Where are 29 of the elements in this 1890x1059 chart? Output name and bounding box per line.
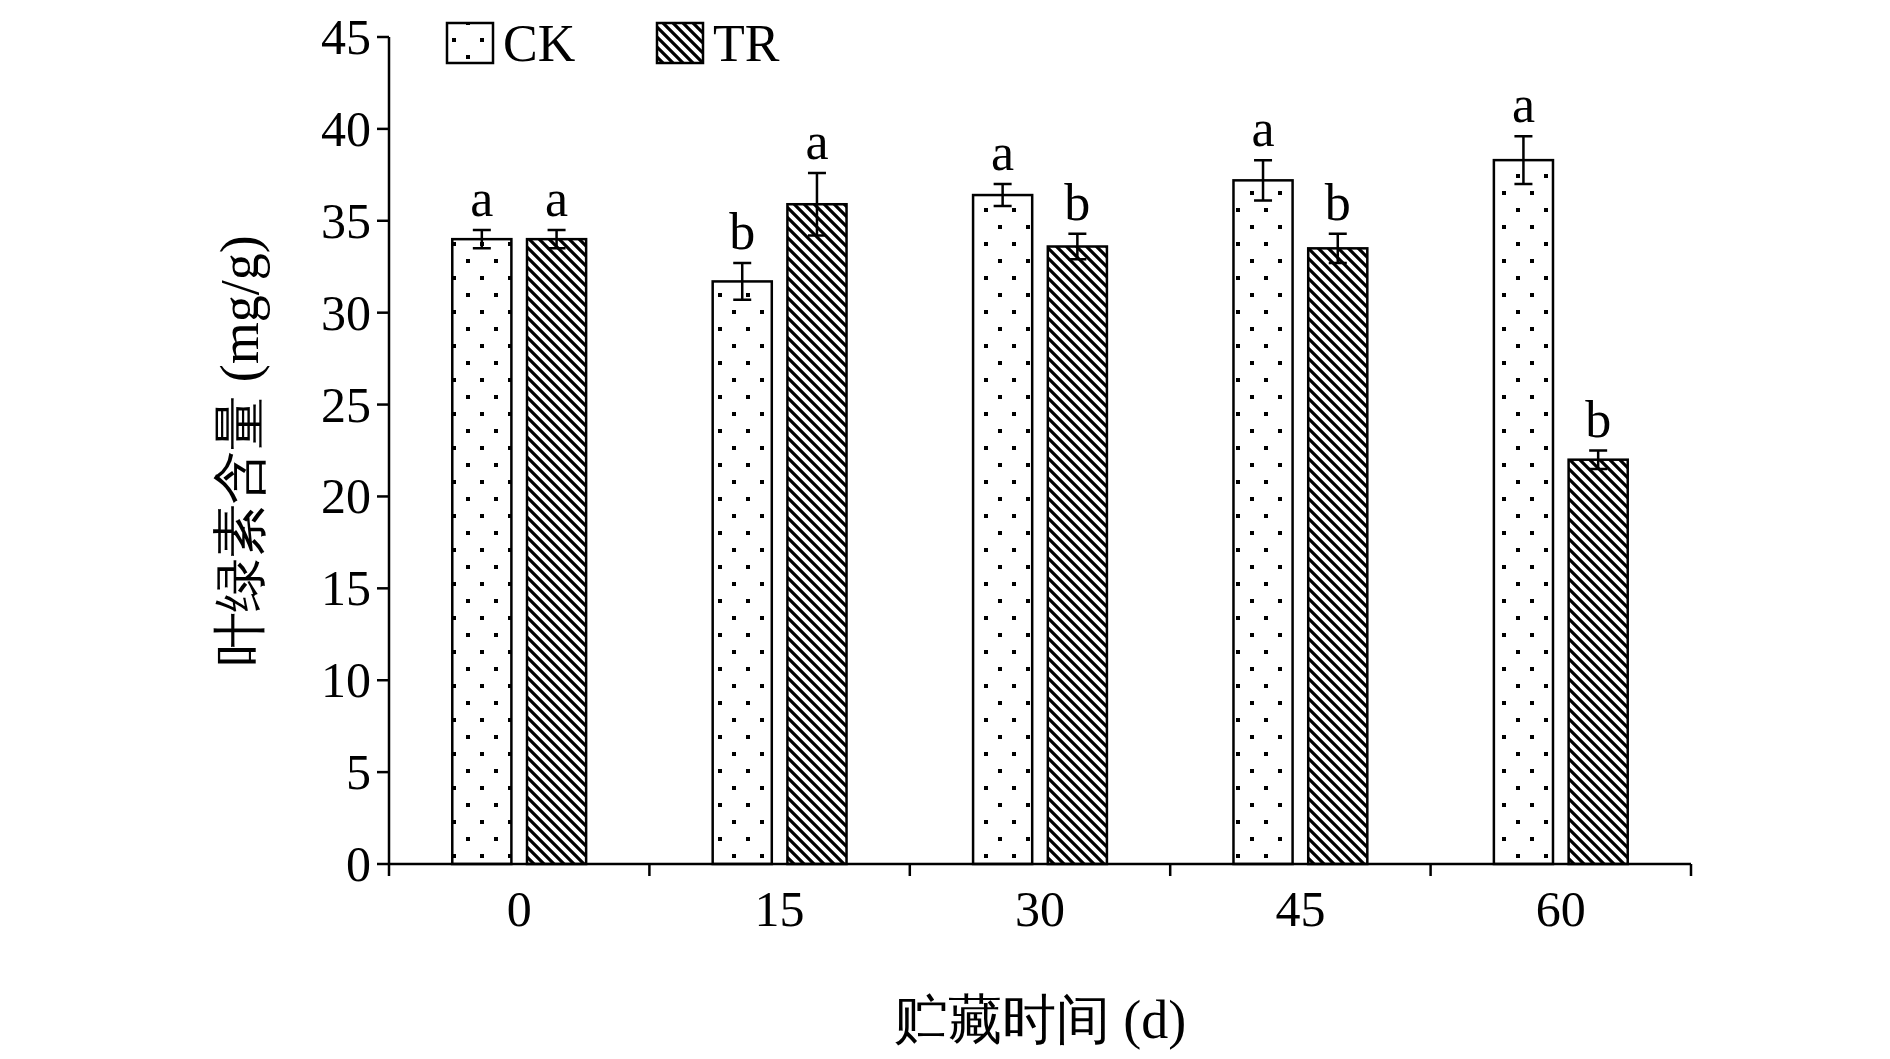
y-tick-label: 30 xyxy=(321,284,371,341)
annotation: a xyxy=(1251,100,1275,158)
annotation: a xyxy=(805,113,829,170)
legend-label: CK xyxy=(503,14,576,72)
x-tick-label: 15 xyxy=(754,881,805,937)
annotation: a xyxy=(991,124,1015,182)
x-axis-title: 贮藏时间 (d) xyxy=(893,990,1187,1050)
x-tick-label: 0 xyxy=(506,881,532,937)
y-tick-label: 15 xyxy=(321,560,371,617)
annotation: a xyxy=(1511,76,1535,134)
y-tick-label: 35 xyxy=(321,192,371,249)
annotation: a xyxy=(470,169,494,227)
y-tick-label: 25 xyxy=(321,376,371,433)
x-tick-label: 30 xyxy=(1015,881,1065,937)
x-tick-label: 45 xyxy=(1275,881,1326,937)
y-tick-label: 40 xyxy=(321,100,371,157)
y-axis-title: 叶绿素含量 (mg/g) xyxy=(210,235,270,666)
y-tick-label: 0 xyxy=(346,836,371,892)
annotation: a xyxy=(545,169,569,227)
legend-label: TR xyxy=(713,14,780,72)
annotation: b xyxy=(1324,173,1351,231)
y-tick-label: 20 xyxy=(321,468,371,525)
annotation: b xyxy=(729,203,756,261)
annotation: b xyxy=(1064,173,1091,231)
y-tick-label: 10 xyxy=(321,652,371,709)
annotation: b xyxy=(1585,390,1612,448)
y-tick-label: 45 xyxy=(321,9,371,65)
y-tick-label: 5 xyxy=(346,744,371,801)
x-tick-label: 60 xyxy=(1535,881,1586,937)
